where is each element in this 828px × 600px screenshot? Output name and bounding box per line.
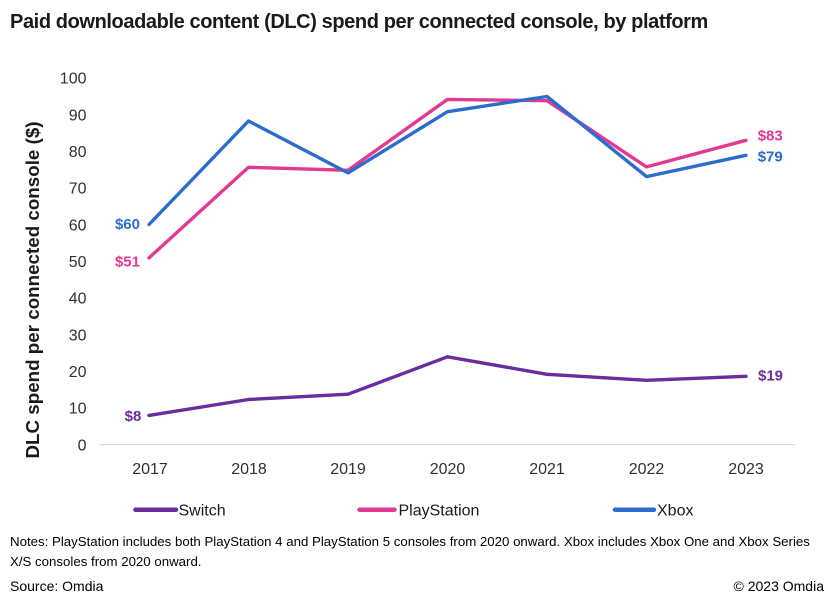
svg-text:Xbox: Xbox bbox=[657, 503, 693, 520]
svg-text:100: 100 bbox=[60, 71, 87, 88]
svg-text:$83: $83 bbox=[758, 127, 783, 144]
svg-text:PlayStation: PlayStation bbox=[399, 503, 480, 520]
svg-text:Switch: Switch bbox=[179, 503, 226, 520]
svg-text:2019: 2019 bbox=[330, 461, 366, 478]
svg-text:2020: 2020 bbox=[430, 461, 466, 478]
svg-text:40: 40 bbox=[69, 291, 87, 308]
svg-text:10: 10 bbox=[69, 401, 87, 418]
svg-text:2021: 2021 bbox=[529, 461, 565, 478]
svg-text:0: 0 bbox=[78, 437, 87, 454]
svg-text:50: 50 bbox=[69, 254, 87, 271]
svg-text:$19: $19 bbox=[758, 367, 783, 384]
svg-text:$60: $60 bbox=[115, 216, 140, 233]
svg-text:70: 70 bbox=[69, 181, 87, 198]
svg-text:$8: $8 bbox=[125, 408, 142, 425]
svg-text:90: 90 bbox=[69, 107, 87, 124]
svg-text:2023: 2023 bbox=[728, 461, 764, 478]
svg-text:30: 30 bbox=[69, 327, 87, 344]
svg-text:2022: 2022 bbox=[629, 461, 665, 478]
svg-text:60: 60 bbox=[69, 217, 87, 234]
svg-text:$51: $51 bbox=[115, 253, 140, 270]
svg-text:2018: 2018 bbox=[231, 461, 267, 478]
svg-text:80: 80 bbox=[69, 144, 87, 161]
svg-text:2017: 2017 bbox=[132, 461, 168, 478]
svg-text:$79: $79 bbox=[758, 149, 783, 166]
svg-text:20: 20 bbox=[69, 364, 87, 381]
